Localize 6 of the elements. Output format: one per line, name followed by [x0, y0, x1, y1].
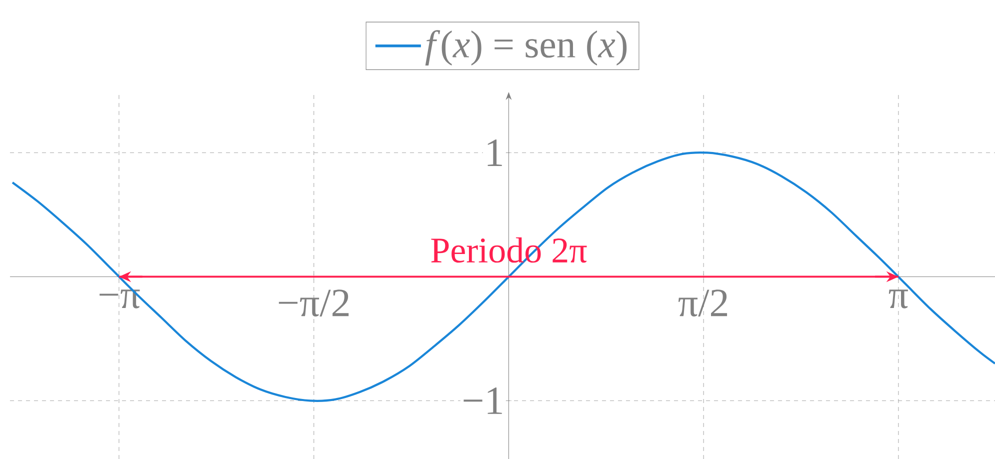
- x-tick-label: −π/2: [278, 290, 349, 316]
- y-tick-label: −1: [464, 388, 502, 414]
- x-tick-label: π/2: [678, 290, 728, 316]
- x-tick-label: π: [888, 290, 908, 308]
- y-tick-label: 1: [488, 140, 502, 166]
- legend-label: f(x) = sen (x): [425, 30, 627, 66]
